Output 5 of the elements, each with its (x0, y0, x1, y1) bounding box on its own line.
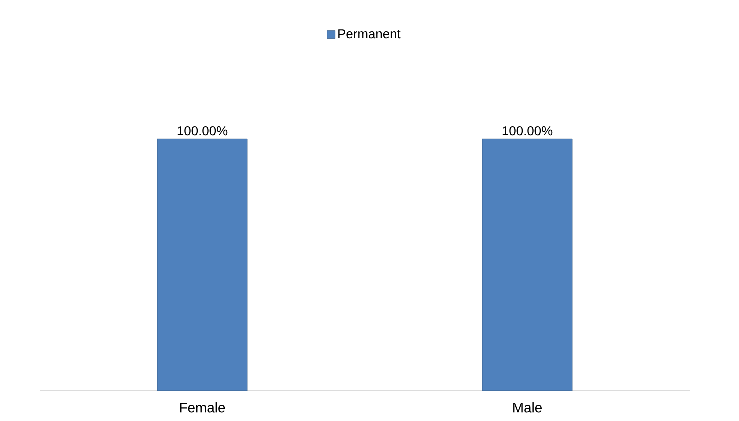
data-label: 100.00% (502, 126, 553, 136)
x-tick-label: Female (180, 402, 226, 413)
legend-label: Permanent (338, 30, 401, 39)
data-label: 100.00% (178, 126, 228, 136)
x-tick-label: Male (514, 402, 542, 413)
